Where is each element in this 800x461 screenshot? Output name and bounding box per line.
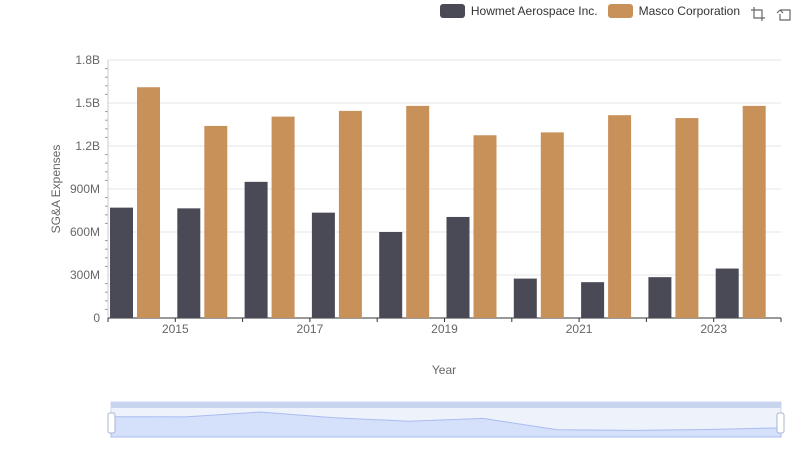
restore-icon[interactable] xyxy=(776,6,792,22)
bar-masco-2022 xyxy=(675,118,699,318)
zoom-icon[interactable] xyxy=(750,6,766,22)
datazoom-right-handle[interactable] xyxy=(776,412,785,434)
bar-masco-2014 xyxy=(137,87,160,318)
bars xyxy=(110,87,766,318)
bar-howmet-2021 xyxy=(581,282,605,318)
legend-item-howmet[interactable]: Howmet Aerospace Inc. xyxy=(439,4,598,18)
datazoom-left-handle[interactable] xyxy=(107,412,116,434)
legend-label-howmet: Howmet Aerospace Inc. xyxy=(470,4,598,18)
bar-masco-2021 xyxy=(608,115,632,318)
bar-howmet-2015 xyxy=(177,208,201,318)
bar-masco-2018 xyxy=(406,105,430,318)
y-tick-label: 900M xyxy=(70,182,100,196)
bar-howmet-2018 xyxy=(379,232,403,318)
datazoom-top-bar[interactable] xyxy=(111,402,781,408)
bar-masco-2019 xyxy=(473,135,497,318)
x-tick-label: 2023 xyxy=(700,322,727,336)
legend: Howmet Aerospace Inc. Masco Corporation xyxy=(439,4,740,18)
bar-howmet-2017 xyxy=(311,212,335,318)
bar-howmet-2023 xyxy=(715,268,739,318)
x-axis-label: Year xyxy=(432,363,456,377)
x-tick-label: 2019 xyxy=(431,322,458,336)
y-axis: 0 300M 600M 900M 1.2B 1.5B 1.8B xyxy=(70,53,109,325)
toolbox xyxy=(750,6,792,22)
y-tick-label: 600M xyxy=(70,225,100,239)
bar-howmet-2022 xyxy=(648,277,672,318)
bar-howmet-2019 xyxy=(446,216,470,318)
bar-howmet-2016 xyxy=(244,181,268,318)
bar-masco-2020 xyxy=(540,132,564,318)
bar-masco-2023 xyxy=(742,105,766,318)
bar-masco-2016 xyxy=(271,116,295,318)
bar-howmet-2020 xyxy=(513,278,537,318)
datazoom-slider[interactable] xyxy=(107,401,785,438)
y-axis-label: SG&A Expenses xyxy=(49,145,63,234)
legend-label-masco: Masco Corporation xyxy=(638,4,740,18)
x-tick-label: 2017 xyxy=(297,322,324,336)
x-axis: 2015 2017 2019 2021 2023 xyxy=(107,317,782,336)
y-tick-label: 1.5B xyxy=(75,96,100,110)
bar-masco-2015 xyxy=(204,125,228,318)
x-tick-label: 2021 xyxy=(566,322,593,336)
y-tick-label: 0 xyxy=(93,311,100,325)
y-tick-label: 1.8B xyxy=(75,53,100,67)
legend-swatch-masco xyxy=(607,4,633,18)
legend-swatch-howmet xyxy=(439,4,465,18)
legend-item-masco[interactable]: Masco Corporation xyxy=(607,4,740,18)
x-tick-label: 2015 xyxy=(162,322,189,336)
y-tick-label: 1.2B xyxy=(75,139,100,153)
y-tick-label: 300M xyxy=(70,268,100,282)
bar-masco-2017 xyxy=(338,110,362,318)
bar-howmet-2014 xyxy=(110,207,133,318)
